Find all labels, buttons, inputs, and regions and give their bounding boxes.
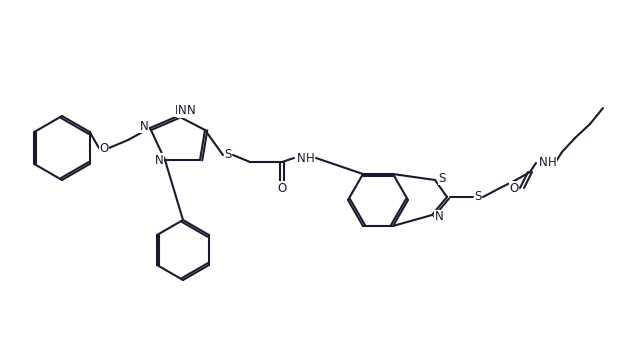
Text: N: N xyxy=(297,151,305,164)
Text: N: N xyxy=(186,104,196,117)
Text: S: S xyxy=(225,148,232,162)
Text: O: O xyxy=(510,181,519,194)
Text: O: O xyxy=(278,181,287,194)
Text: S: S xyxy=(474,191,482,204)
Text: H: H xyxy=(548,157,557,169)
Text: N: N xyxy=(139,119,148,133)
Text: N: N xyxy=(175,104,183,117)
Text: H: H xyxy=(305,151,315,164)
Text: N: N xyxy=(539,157,547,169)
Text: O: O xyxy=(99,142,109,154)
Text: N: N xyxy=(434,210,444,223)
Text: N: N xyxy=(155,153,164,166)
Text: N: N xyxy=(178,104,186,118)
Text: S: S xyxy=(438,172,445,184)
